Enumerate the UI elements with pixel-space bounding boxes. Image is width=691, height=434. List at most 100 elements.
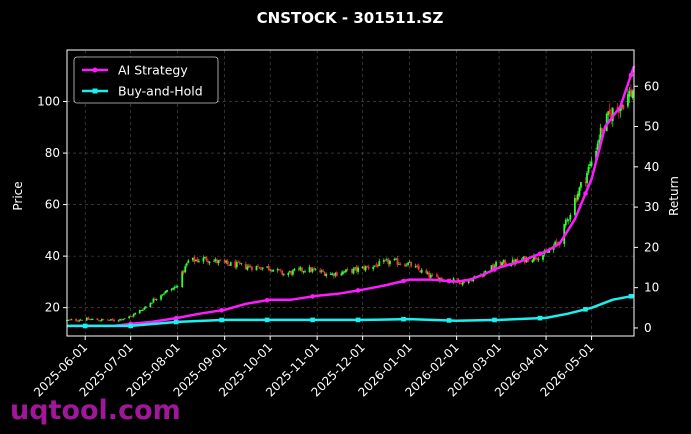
legend-marker-buy-and-hold: [92, 88, 98, 94]
candle-body: [320, 270, 323, 272]
candle-body: [261, 267, 264, 269]
candle-body: [123, 318, 126, 320]
candle-body: [90, 319, 93, 321]
candle-body: [510, 264, 513, 267]
candle-body: [311, 268, 314, 272]
candle-body: [260, 269, 262, 270]
candle-body: [542, 254, 544, 260]
candle-body: [314, 269, 317, 271]
candle-body: [378, 261, 381, 266]
candle-body: [176, 286, 179, 288]
candle-body: [628, 91, 631, 97]
candle-body: [622, 104, 625, 110]
candle-body: [140, 310, 143, 311]
candle-body: [99, 320, 102, 322]
candle-body: [342, 271, 344, 275]
candle-body: [81, 319, 84, 321]
candle-body: [166, 289, 168, 292]
candle-body: [225, 260, 228, 263]
candle-body: [363, 266, 366, 270]
candle-body: [228, 264, 231, 266]
candle-body: [217, 260, 220, 264]
candle-body: [410, 262, 413, 267]
series-line-ai-strategy: [67, 65, 636, 328]
candle-body: [417, 265, 420, 270]
candle-body: [290, 271, 293, 275]
candle-body: [580, 182, 582, 188]
series-marker-ai-strategy: [628, 72, 634, 78]
candle-body: [185, 263, 188, 266]
candle-body: [282, 274, 285, 276]
series-marker-ai-strategy: [537, 251, 543, 257]
candle-body: [516, 258, 519, 262]
candle-body: [248, 265, 250, 267]
series-marker-buy-and-hold: [628, 293, 634, 299]
candle-body: [608, 109, 611, 114]
candle-body: [526, 258, 529, 263]
candle-body: [134, 313, 137, 315]
candle-body: [208, 261, 211, 264]
candle-body: [78, 320, 81, 322]
candle-body: [511, 259, 514, 265]
candle-body: [272, 269, 275, 272]
candle-body: [258, 266, 261, 269]
candle-body: [404, 264, 406, 267]
candle-body: [601, 128, 604, 132]
candle-body: [534, 256, 537, 259]
candle-body: [96, 318, 99, 321]
series-marker-buy-and-hold: [173, 319, 179, 325]
candle-body: [484, 270, 487, 274]
candle-body: [235, 262, 238, 268]
candle-body: [416, 265, 419, 267]
candle-body: [279, 269, 282, 271]
candle-body: [340, 273, 343, 276]
y-axis-label: Price: [11, 181, 25, 210]
candle-body: [334, 272, 337, 276]
candle-body: [537, 259, 540, 261]
candle-body: [461, 280, 464, 285]
series-marker-buy-and-hold: [583, 307, 588, 312]
candle-body: [499, 261, 502, 266]
candle-body: [187, 260, 190, 264]
candle-body: [345, 269, 347, 273]
candle-body: [389, 260, 391, 265]
y2-tick-label: 40: [644, 160, 659, 174]
candle-body: [376, 264, 379, 267]
candle-body: [237, 261, 240, 263]
candle-body: [129, 316, 132, 317]
candle-body: [407, 262, 410, 265]
candle-body: [69, 319, 71, 321]
candle-body: [463, 280, 466, 284]
candle-body: [313, 268, 316, 270]
candle-body: [319, 270, 322, 273]
candle-body: [226, 260, 229, 265]
candle-body: [619, 106, 622, 111]
series-line-buy-and-hold: [67, 294, 635, 328]
series-marker-ai-strategy: [355, 288, 361, 293]
candle-body: [100, 319, 103, 321]
candle-body: [91, 318, 94, 320]
candle-body: [531, 260, 534, 263]
candlesticks: [66, 83, 635, 323]
candle-body: [567, 219, 570, 221]
candle-body: [141, 310, 144, 311]
candle-body: [175, 286, 178, 288]
candle-body: [599, 127, 602, 140]
candle-body: [85, 317, 88, 321]
candle-body: [255, 266, 258, 271]
candle-body: [131, 316, 134, 318]
candle-body: [481, 275, 484, 277]
candle-body: [425, 270, 428, 274]
candle-body: [384, 259, 387, 261]
candle-body: [575, 197, 578, 202]
candle-body: [122, 319, 124, 320]
y-tick-label: 20: [45, 301, 60, 315]
candle-body: [564, 220, 567, 226]
candle-body: [457, 278, 460, 281]
candle-body: [97, 320, 100, 322]
candle-body: [246, 266, 249, 270]
candle-body: [120, 319, 123, 321]
candle-body: [584, 181, 587, 183]
candle-body: [426, 272, 429, 274]
